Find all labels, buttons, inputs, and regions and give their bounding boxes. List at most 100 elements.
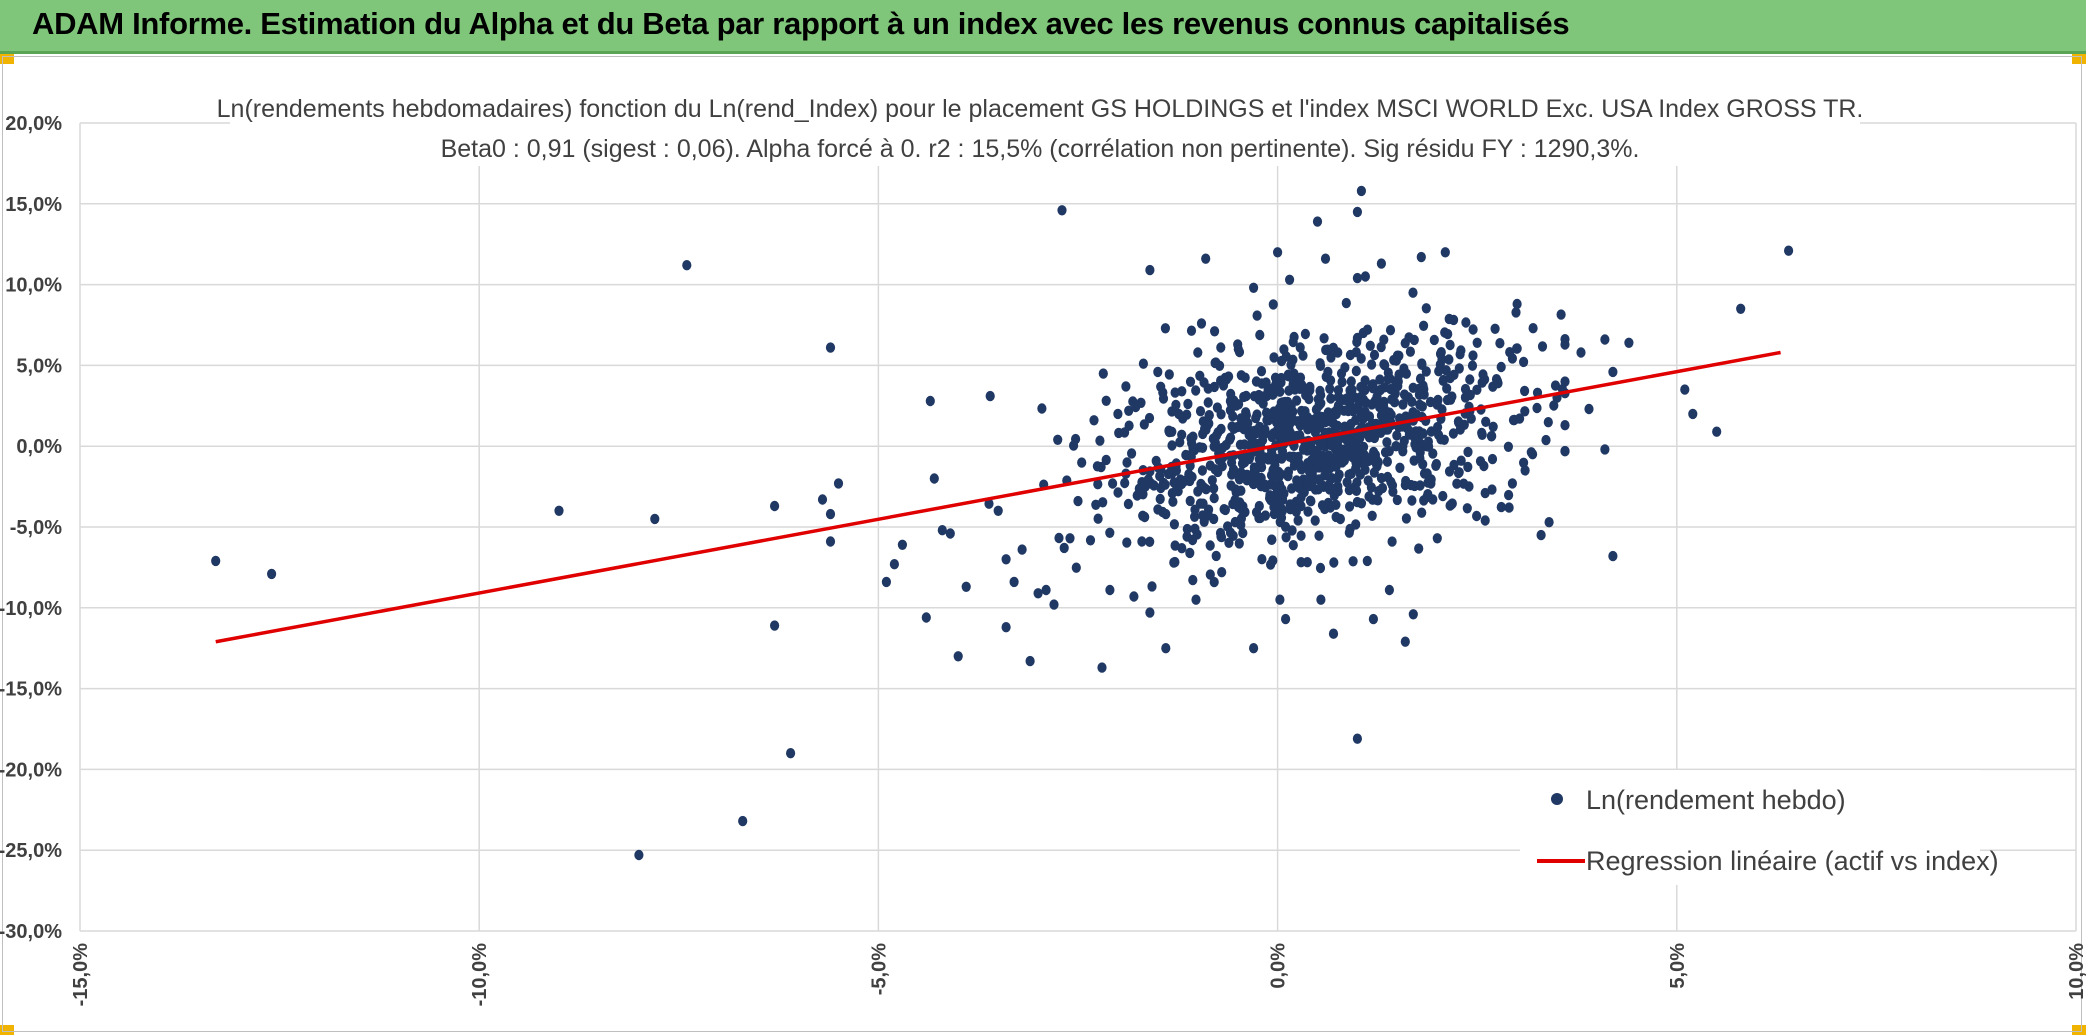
data-point [1462,503,1472,514]
data-point [1600,444,1610,455]
data-point [1203,508,1213,519]
data-point [985,390,995,402]
data-point [1784,245,1794,256]
data-point [1181,449,1191,461]
data-point [1211,550,1221,562]
data-point [1234,399,1244,410]
data-point [1233,344,1243,355]
data-point [554,505,564,516]
data-point [1289,451,1299,462]
data-point [1319,333,1329,344]
legend: Ln(rendement hebdo) Regression linéaire … [1520,770,1999,885]
data-point [1182,523,1192,535]
data-point [1293,500,1303,511]
data-point [1205,540,1215,551]
data-point [1456,345,1466,356]
data-point [1209,576,1219,588]
corner-mark-top-right [2072,54,2086,64]
data-point [1391,355,1401,366]
data-point [984,498,994,509]
data-point [833,478,844,489]
data-point [1218,380,1229,391]
data-point [1437,354,1447,365]
data-point [1271,378,1281,389]
data-point [1285,418,1295,429]
title-background [230,86,1860,166]
data-point [1085,535,1096,546]
data-point [1444,354,1454,365]
data-point [1276,409,1286,420]
data-point [1186,325,1197,336]
data-point [1268,555,1278,566]
x-tick-label: 10,0% [2066,943,2086,1000]
data-point [1368,613,1378,625]
data-point [1228,530,1238,541]
chart-frame [2,56,2082,1032]
data-point [1257,554,1267,565]
y-tick-label: -30,0% [0,921,62,943]
data-point [1419,320,1429,331]
data-point [1356,498,1367,509]
data-point [1160,323,1170,334]
data-point [1367,510,1377,521]
data-point [1442,383,1452,394]
data-point [1444,466,1455,477]
data-point [1164,425,1174,436]
data-point [1256,452,1266,463]
data-point [1201,253,1211,264]
data-point [1487,430,1497,442]
data-point [825,342,836,353]
y-tick-label: 0,0% [16,436,62,458]
data-point [1680,384,1690,395]
data-point [1188,574,1198,586]
data-point [1360,375,1370,386]
data-point [1193,347,1203,358]
data-point [1408,287,1418,298]
data-point [1351,519,1361,530]
data-point [1492,375,1502,387]
data-point [1386,476,1396,488]
data-point [961,581,971,592]
data-point [1095,435,1105,446]
y-tick-label: 5,0% [16,355,62,377]
data-point [1273,247,1283,258]
data-point [1314,398,1325,410]
data-point [1454,467,1464,478]
legend-scatter-marker [1551,793,1563,805]
data-point [1217,442,1227,454]
data-point [817,494,828,505]
data-point [1320,253,1331,264]
data-point [1170,387,1180,398]
data-point [1477,377,1487,388]
data-point [1127,448,1137,459]
y-tick-label: -20,0% [0,759,62,781]
data-point [1385,325,1396,336]
data-point [1505,347,1515,358]
data-point [1411,442,1421,453]
data-point [1277,355,1287,367]
data-point [1415,453,1425,464]
data-point [1459,419,1469,430]
data-point [1251,376,1261,387]
data-point [1168,496,1178,507]
data-point [1337,376,1347,388]
data-point [1249,282,1259,293]
data-point [1360,464,1370,475]
data-point [1195,498,1205,509]
data-point [1328,628,1339,639]
data-point [1293,515,1303,526]
data-point [1113,408,1123,420]
data-point [1145,264,1155,276]
data-point [1316,594,1326,605]
data-point [1352,733,1362,744]
data-point [1369,450,1379,461]
data-point [1445,500,1455,511]
data-point [1101,395,1111,406]
x-axis-tick-labels: -15,0% -10,0% -5,0% 0,0% 5,0% 10,0% [70,943,2086,1007]
data-point [1392,430,1402,441]
data-point [1328,342,1338,353]
data-point [1367,381,1377,392]
data-point [1292,395,1302,406]
data-point [1442,394,1453,406]
data-point [1093,513,1103,524]
